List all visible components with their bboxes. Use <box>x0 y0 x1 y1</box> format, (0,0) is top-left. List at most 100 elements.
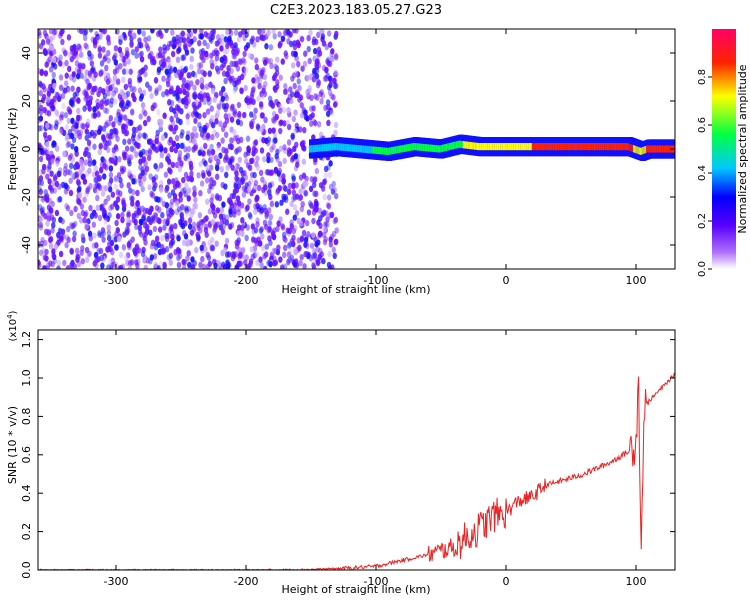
spectrogram-cell <box>268 213 274 221</box>
spectrogram-cell <box>302 60 308 68</box>
spectrogram-cell <box>314 200 320 208</box>
spectrogram-cell <box>76 43 82 50</box>
spectrogram-cell <box>192 84 197 91</box>
spectrogram-cell <box>278 216 283 223</box>
spectrogram-cell <box>104 107 110 115</box>
x-tick-label: -200 <box>234 575 259 588</box>
spectrogram-cell <box>139 56 145 63</box>
spectrogram-cell <box>38 125 42 132</box>
spectrogram-cell <box>55 160 60 167</box>
spectrogram-cell <box>197 93 202 100</box>
spectrogram-cell <box>76 260 82 268</box>
spectrogram-cell <box>321 231 327 239</box>
spectrogram-cell <box>169 40 174 47</box>
spectrogram-cell <box>316 79 322 86</box>
spectrogram-cell <box>59 30 64 37</box>
spectrogram-cell <box>304 240 310 247</box>
x-tick-label: -200 <box>234 274 259 287</box>
spectrogram-cell <box>180 68 185 75</box>
spectrogram-cell <box>275 56 280 63</box>
spectrogram-cell <box>48 66 54 73</box>
spectrogram-cell <box>252 113 257 121</box>
spectrogram-cell <box>76 97 81 105</box>
spectrogram-cell <box>235 118 241 126</box>
spectrogram-cell <box>277 31 282 38</box>
spectrogram-cell <box>282 184 287 191</box>
spectrogram-cell <box>181 77 187 84</box>
spectrogram-cell <box>237 253 242 260</box>
spectrogram-cell <box>260 244 266 252</box>
spectrogram-cell <box>286 150 292 157</box>
spectrogram-cell <box>244 254 249 261</box>
spectrogram-cell <box>166 71 171 78</box>
spectrogram-cell <box>46 154 52 161</box>
spectrogram-cell <box>124 145 130 152</box>
spectrogram-cell <box>294 29 299 34</box>
spectrogram-cell <box>199 180 205 187</box>
spectrogram-cell <box>44 255 49 262</box>
spectrogram-cell <box>234 175 239 182</box>
spectrogram-cell <box>42 47 48 55</box>
spectrogram-cell <box>126 182 131 189</box>
spectrogram-cell <box>114 129 119 136</box>
spectrogram-cell <box>216 102 221 110</box>
spectrogram-cell <box>269 62 274 70</box>
spectrogram-cell <box>198 219 204 226</box>
spectrogram-cell <box>100 29 106 35</box>
y-tick-label: -20 <box>20 188 33 206</box>
spectrogram-cell <box>262 59 268 66</box>
spectrogram-cell <box>193 196 198 203</box>
spectrogram-cell <box>45 141 50 148</box>
spectrogram-cell <box>46 230 52 237</box>
spectrogram-cell <box>161 200 167 207</box>
colorbar-label: Normalized spectral amplitude <box>736 64 749 233</box>
spectrogram-cell <box>224 94 230 102</box>
spectrogram-cell <box>125 252 131 259</box>
spectrogram-cell <box>96 90 101 98</box>
spectrogram-cell <box>153 77 159 84</box>
spectrogram-cell <box>112 98 118 105</box>
spectrogram-cell <box>267 219 273 226</box>
spectrogram-cell <box>50 227 55 234</box>
spectrogram-cell <box>250 253 255 261</box>
spectrogram-cell <box>119 51 124 58</box>
spectrogram-cell <box>182 88 187 96</box>
spectrogram-cell <box>143 70 148 78</box>
spectrogram-cell <box>315 258 321 266</box>
spectrogram-cell <box>321 64 327 72</box>
spectrogram-cell <box>257 82 262 90</box>
spectrogram-cell <box>39 207 44 215</box>
spectrogram-cell <box>46 110 52 117</box>
spectrogram-cell <box>139 50 144 58</box>
spectrogram-cell <box>64 72 69 79</box>
spectrogram-cell <box>299 35 305 43</box>
spectrogram-cell <box>292 43 298 51</box>
snr-scale-label: (x104) <box>6 310 19 341</box>
spectrogram-cell <box>295 161 300 168</box>
spectrogram-cell <box>83 42 88 49</box>
spectrogram-cell <box>84 69 89 76</box>
spectrogram-cell <box>280 58 285 65</box>
spectrogram-cell <box>177 46 182 53</box>
spectrogram-cell <box>167 139 172 146</box>
spectrogram-cell <box>93 183 98 191</box>
spectrogram-cell <box>207 260 213 267</box>
spectrogram-cell <box>207 187 212 195</box>
spectrogram-cell <box>283 50 288 57</box>
spectrogram-cell <box>58 74 64 81</box>
spectrogram-cell <box>115 227 121 234</box>
spectrogram-cell <box>108 177 114 184</box>
spectrogram-cell <box>311 39 317 46</box>
spectrogram-cell <box>204 177 210 184</box>
spectrogram-cell <box>53 29 58 36</box>
spectrogram-cell <box>267 185 272 192</box>
spectrogram-cell <box>250 87 256 94</box>
snr-y-axis-label: SNR (10 * v/v) <box>6 406 19 484</box>
spectrogram-cell <box>111 121 116 128</box>
spectrogram-cell <box>262 265 268 269</box>
spectrogram-cell <box>239 136 244 144</box>
spectrogram-cell <box>177 182 182 189</box>
spectrogram-cell <box>139 93 144 100</box>
spectrogram-cell <box>237 58 243 65</box>
spectrogram-cell <box>267 235 272 242</box>
